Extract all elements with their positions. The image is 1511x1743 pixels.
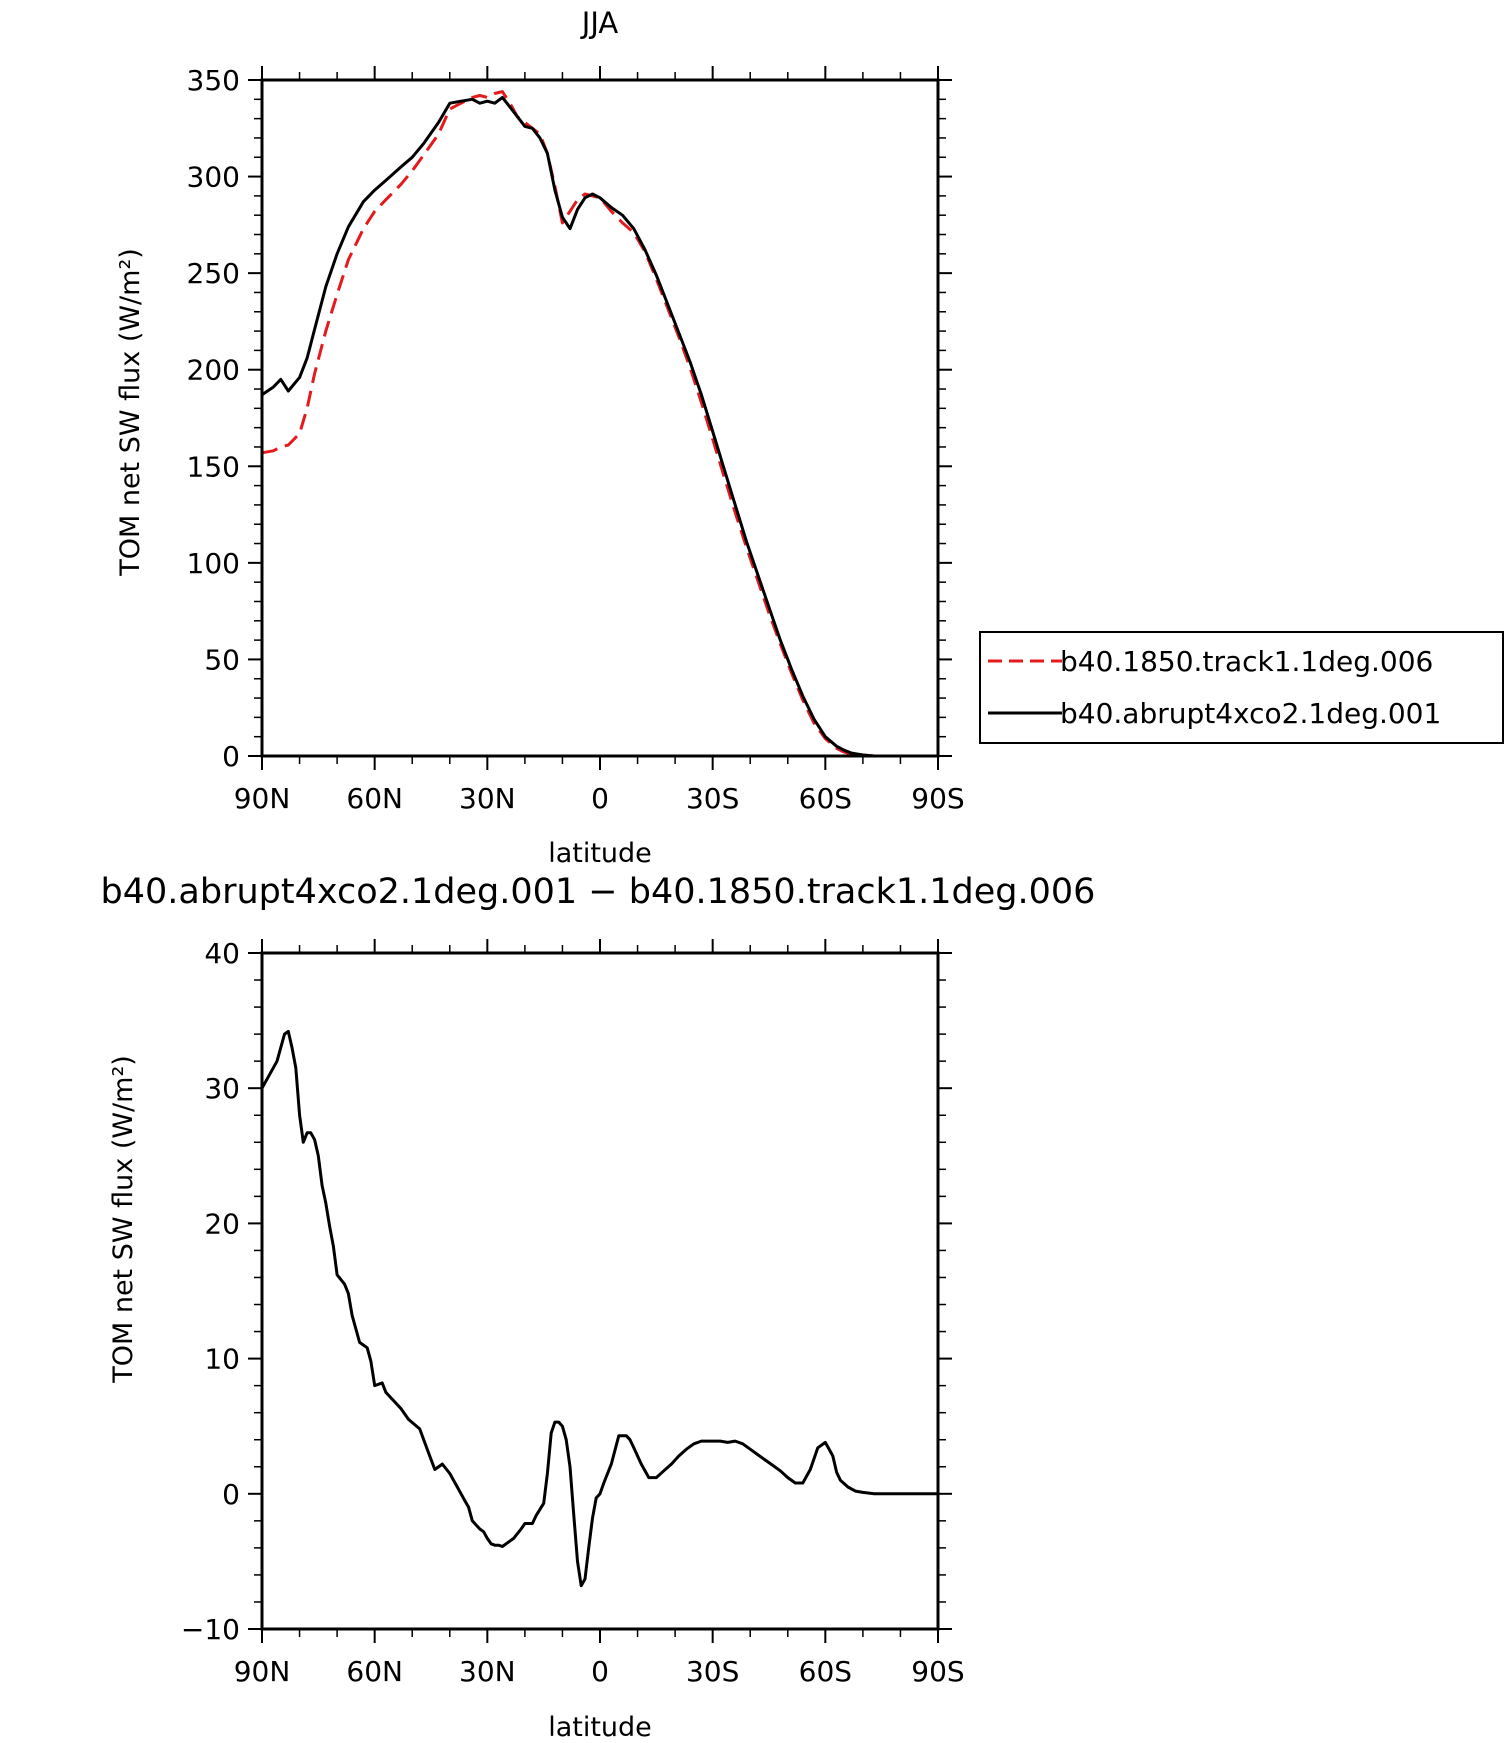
bottom-panel: b40.abrupt4xco2.1deg.001 − b40.1850.trac… — [101, 872, 1096, 1743]
y-tick-label: 150 — [187, 450, 240, 483]
x-tick-label: 30S — [686, 782, 739, 815]
x-tick-label: 30N — [459, 1655, 516, 1688]
axis-ticks — [248, 66, 952, 770]
y-tick-label: 350 — [187, 64, 240, 97]
x-tick-label: 60N — [346, 1655, 403, 1688]
legend-label-series-2: b40.abrupt4xco2.1deg.001 — [1060, 697, 1441, 730]
series-lines — [260, 1029, 938, 1588]
x-tick-label: 0 — [591, 1655, 609, 1688]
series-line-1 — [260, 1029, 938, 1588]
y-tick-label: 50 — [204, 643, 240, 676]
tick-labels: 90N 60N 30N 0 30S 60S 90S 0 50 100 150 200 250 300 350 — [187, 64, 965, 815]
axis-ticks — [248, 939, 952, 1643]
x-tick-label: 90S — [911, 1655, 964, 1688]
series-line-1 — [261, 90, 938, 758]
legend-label-series-1: b40.1850.track1.1deg.006 — [1060, 645, 1433, 678]
x-tick-label: 60N — [346, 782, 403, 815]
x-axis-label: latitude — [548, 1712, 652, 1743]
chart-title: JJA — [580, 6, 619, 40]
y-axis-label-text: TOM net SW flux (W/m²) — [108, 1055, 139, 1384]
x-tick-label: 30S — [686, 1655, 739, 1688]
series-line-2 — [261, 95, 938, 758]
legend: b40.1850.track1.1deg.006 b40.abrupt4xco2… — [979, 631, 1504, 744]
x-tick-label: 90N — [234, 1655, 291, 1688]
y-tick-label: 0 — [222, 740, 240, 773]
x-axis-label: latitude — [548, 838, 652, 869]
top-panel: JJA TOM net SW flux (W/m²) latitude 90N 6… — [115, 6, 1504, 869]
series-lines — [261, 90, 938, 758]
y-tick-label: 20 — [204, 1207, 240, 1240]
tick-labels: 90N 60N 30N 0 30S 60S 90S −10 0 10 20 30 40 — [181, 937, 965, 1688]
x-tick-label: 90N — [234, 782, 291, 815]
y-tick-label: 200 — [187, 354, 240, 387]
plot-frame — [260, 951, 940, 1631]
chart-title: b40.abrupt4xco2.1deg.001 − b40.1850.trac… — [101, 872, 1096, 912]
y-tick-label: 40 — [204, 937, 240, 970]
plot-frame — [260, 78, 940, 758]
y-tick-label: −10 — [181, 1613, 240, 1646]
y-axis-label: TOM net SW flux (W/m²) — [115, 248, 146, 577]
x-tick-label: 30N — [459, 782, 516, 815]
x-tick-label: 60S — [799, 1655, 852, 1688]
y-axis-label: TOM net SW flux (W/m²) — [108, 1055, 139, 1384]
y-tick-label: 250 — [187, 257, 240, 290]
y-tick-label: 100 — [187, 547, 240, 580]
y-tick-label: 30 — [204, 1072, 240, 1105]
x-tick-label: 90S — [911, 782, 964, 815]
y-axis-label-text: TOM net SW flux (W/m²) — [115, 248, 146, 577]
y-tick-label: 300 — [187, 161, 240, 194]
legend-box — [979, 631, 1504, 744]
y-tick-label: 0 — [222, 1478, 240, 1511]
x-tick-label: 60S — [799, 782, 852, 815]
x-tick-label: 0 — [591, 782, 609, 815]
y-tick-label: 10 — [204, 1343, 240, 1376]
